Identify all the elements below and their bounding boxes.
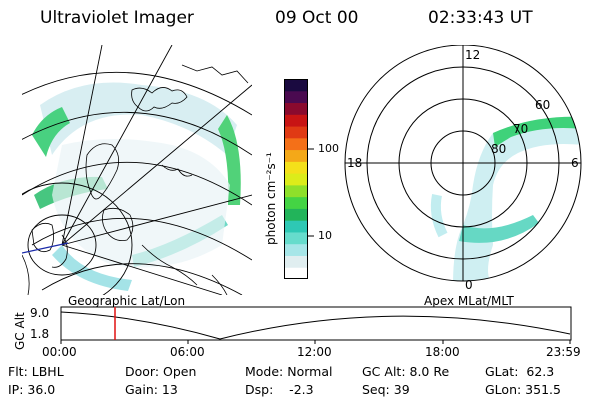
colorbar-stripe [284,79,308,92]
observation-date: 09 Oct 00 [275,8,359,28]
gc-xtick-1200: 12:00 [297,345,332,359]
gc-alt-plot [60,306,572,344]
colorbar-stripe [284,267,308,279]
glon-value: GLon: 351.5 [485,382,561,397]
mlt-label-0: 0 [465,278,473,292]
mlat-label-70: 70 [513,122,528,136]
colorbar-stripe [284,90,308,104]
gc-alt-curve [60,311,571,340]
colorbar-stripe [284,149,308,162]
colorbar-stripe [284,126,308,139]
apex-polar-plot: 12 18 0 6 60 70 80 [344,45,582,292]
gc-xtick-1800: 18:00 [425,345,460,359]
dsp-value: Dsp: -2.3 [245,382,314,397]
mlat-label-60: 60 [535,98,550,112]
colorbar-stripe [284,220,308,233]
colorbar-stripe [284,231,308,245]
door-status: Door: Open [125,364,197,379]
colorbar-stripe [284,196,308,209]
left-map-caption: Geographic Lat/Lon [68,294,186,308]
colorbar-stripe [284,173,308,186]
ip-value: IP: 36.0 [8,382,56,397]
geographic-map [22,45,252,295]
mlt-label-6: 6 [571,156,579,170]
observation-time: 02:33:43 UT [428,8,533,28]
mlt-label-18: 18 [347,156,362,170]
colorbar [284,79,308,279]
colorbar-stripe [284,243,308,256]
colorbar-stripe [284,208,308,221]
colorbar-stripe [284,102,308,115]
filter-value: Flt: LBHL [8,364,64,379]
gc-xtick-2359: 23:59 [546,345,581,359]
colorbar-tick-10: 10 [318,229,332,242]
gc-alt-ylabel: GC Alt [13,312,27,350]
gc-xtick-0000: 00:00 [42,345,77,359]
aurora-oval-right [453,116,581,281]
colorbar-tick-marks [308,148,314,237]
gc-xtick-0600: 06:00 [170,345,205,359]
mlt-label-12: 12 [465,48,480,62]
instrument-title: Ultraviolet Imager [40,8,194,28]
gain-value: Gain: 13 [125,382,178,397]
colorbar-tick-100: 100 [318,142,339,155]
colorbar-stripe [284,255,308,268]
colorbar-stripe [284,184,308,198]
aurora-oval-left [32,82,241,291]
colorbar-stripe [284,137,308,151]
gc-alt-ytick-9: 9.0 [30,306,50,320]
colorbar-unit-label: photon cm⁻²s⁻¹ [264,152,278,245]
colorbar-stripe [284,114,308,127]
seq-value: Seq: 39 [362,382,410,397]
mlat-label-80: 80 [491,142,506,156]
colorbar-stripe [284,161,308,174]
gc-alt-value: GC Alt: 8.0 Re [362,364,450,379]
mode-value: Mode: Normal [245,364,333,379]
right-map-caption: Apex MLat/MLT [424,294,514,308]
glat-value: GLat: 62.3 [485,364,555,379]
gc-alt-ytick-1.8: 1.8 [30,327,50,341]
